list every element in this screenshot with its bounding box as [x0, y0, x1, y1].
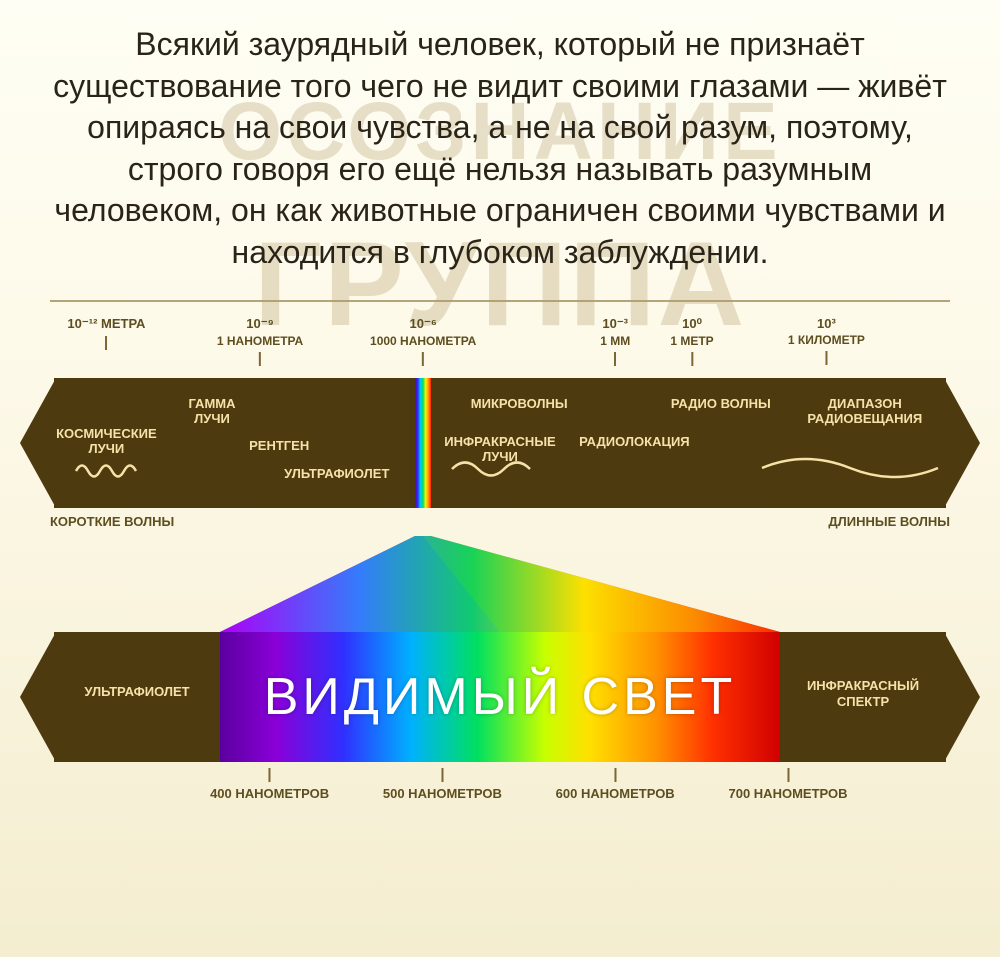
- scale-tick: 10⁻¹² МЕТРА: [67, 316, 145, 350]
- wave-length-captions: КОРОТКИЕ ВОЛНЫ ДЛИННЫЕ ВОЛНЫ: [20, 508, 980, 536]
- visible-light-slit: [415, 378, 431, 508]
- quote-text: Всякий заурядный человек, который не при…: [0, 0, 1000, 292]
- spectrum-region-label: РАДИО ВОЛНЫ: [671, 396, 771, 412]
- scale-tick: 10⁰1 МЕТР: [670, 316, 713, 366]
- long-waves-label: ДЛИННЫЕ ВОЛНЫ: [828, 514, 950, 529]
- short-wave-icon: [74, 458, 144, 484]
- spectrum-expansion-wedge: [20, 536, 980, 632]
- nm-tick: 400 НАНОМЕТРОВ: [210, 768, 329, 801]
- spectrum-region-label: ДИАПАЗОНРАДИОВЕЩАНИЯ: [807, 396, 922, 427]
- arrow-left-icon: [20, 378, 56, 508]
- spectrum-region-label: МИКРОВОЛНЫ: [471, 396, 568, 412]
- full-spectrum-band: КОСМИЧЕСКИЕЛУЧИ ГАММАЛУЧИ РЕНТГЕН УЛЬТРАФИО…: [20, 378, 980, 508]
- spectrum-region-label: ГАММАЛУЧИ: [189, 396, 236, 427]
- visible-light-title: ВИДИМЫЙ СВЕТ: [220, 632, 780, 762]
- uv-label: УЛЬТРАФИОЛЕТ: [84, 684, 189, 699]
- uv-region: УЛЬТРАФИОЛЕТ: [54, 632, 220, 762]
- visible-light-band: УЛЬТРАФИОЛЕТ ИНФРАКРАСНЫЙСПЕКТР ВИДИМЫЙ …: [20, 632, 980, 762]
- ir-region: ИНФРАКРАСНЫЙСПЕКТР: [780, 632, 946, 762]
- long-wave-icon: [760, 448, 940, 488]
- scale-tick: 10³1 КИЛОМЕТР: [788, 316, 865, 365]
- ir-label: ИНФРАКРАСНЫЙСПЕКТР: [807, 678, 919, 711]
- arrow-right-icon: [944, 632, 980, 762]
- spectrum-region-label: УЛЬТРАФИОЛЕТ: [284, 466, 389, 482]
- nanometer-scale: 400 НАНОМЕТРОВ 500 НАНОМЕТРОВ 600 НАНОМЕТР…: [20, 768, 980, 812]
- nm-tick: 500 НАНОМЕТРОВ: [383, 768, 502, 801]
- em-spectrum-diagram: 10⁻¹² МЕТРА 10⁻⁹1 НАНОМЕТРА 10⁻⁶1000 НАНОМ…: [20, 316, 980, 812]
- short-waves-label: КОРОТКИЕ ВОЛНЫ: [50, 514, 174, 529]
- spectrum-region-label: РЕНТГЕН: [249, 438, 309, 454]
- medium-wave-icon: [450, 456, 540, 482]
- scale-tick: 10⁻³1 ММ: [600, 316, 630, 366]
- nm-tick: 600 НАНОМЕТРОВ: [556, 768, 675, 801]
- arrow-left-icon: [20, 632, 56, 762]
- scale-tick: 10⁻⁹1 НАНОМЕТРА: [217, 316, 303, 366]
- nm-tick: 700 НАНОМЕТРОВ: [728, 768, 847, 801]
- spectrum-region-label: РАДИОЛОКАЦИЯ: [579, 434, 690, 450]
- spectrum-region-label: КОСМИЧЕСКИЕЛУЧИ: [56, 426, 157, 457]
- wavelength-scale: 10⁻¹² МЕТРА 10⁻⁹1 НАНОМЕТРА 10⁻⁶1000 НАНОМ…: [20, 316, 980, 378]
- scale-tick: 10⁻⁶1000 НАНОМЕТРА: [370, 316, 476, 366]
- divider: [50, 300, 950, 302]
- arrow-right-icon: [944, 378, 980, 508]
